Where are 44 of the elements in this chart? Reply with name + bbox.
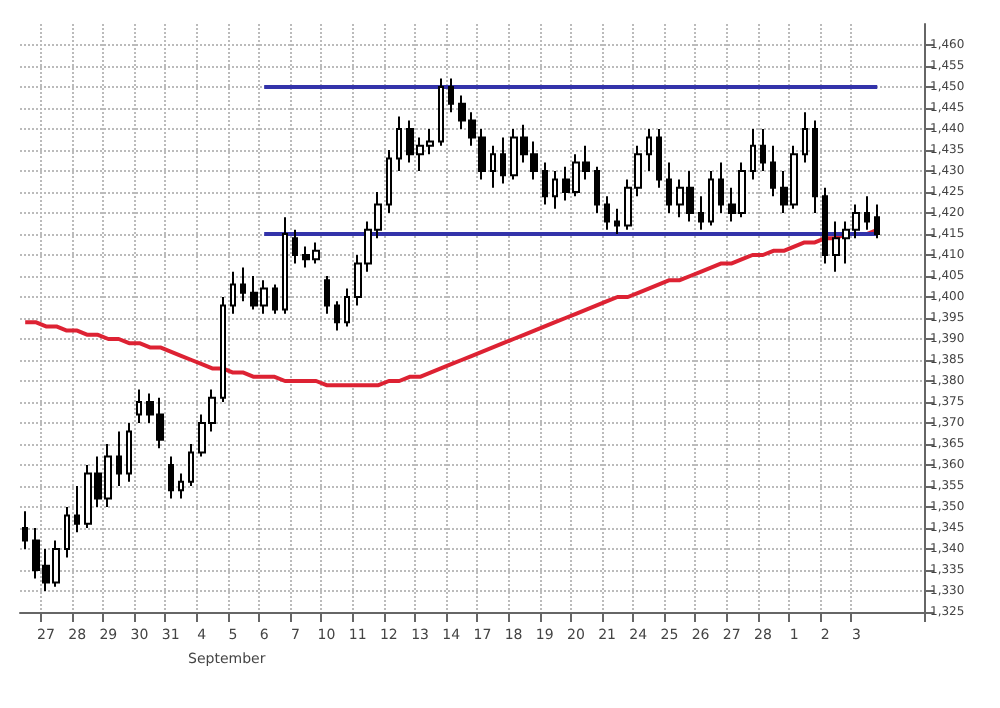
candlestick xyxy=(802,111,808,164)
candlestick xyxy=(490,144,496,189)
candlestick xyxy=(646,128,652,172)
candlestick xyxy=(116,430,122,487)
candlestick xyxy=(438,77,444,147)
candlestick xyxy=(614,207,620,235)
candlestick xyxy=(240,266,246,303)
candlestick xyxy=(324,275,330,315)
line-series xyxy=(23,227,880,388)
candlestick xyxy=(396,115,402,172)
candlestick xyxy=(812,119,818,214)
candlestick xyxy=(594,165,600,214)
candlestick xyxy=(344,287,350,328)
candlestick xyxy=(74,485,80,534)
candlestick xyxy=(230,270,236,315)
candlestick xyxy=(334,300,340,332)
candlestick xyxy=(386,149,392,214)
candlestick xyxy=(666,161,672,214)
candlestick xyxy=(168,455,174,500)
candlestick xyxy=(500,136,506,185)
candlestick xyxy=(136,388,142,424)
candlestick xyxy=(272,283,278,315)
candlestick xyxy=(874,203,880,240)
candlestick xyxy=(542,161,548,206)
candlestick xyxy=(760,128,766,172)
candlestick xyxy=(126,422,132,483)
candlestick xyxy=(552,170,558,210)
candlestick xyxy=(64,506,70,559)
candlestick xyxy=(822,186,828,265)
candlestick xyxy=(864,195,870,231)
candlestick xyxy=(708,170,714,227)
candlestick xyxy=(698,195,704,231)
candlestick xyxy=(604,195,610,231)
candlestick xyxy=(750,128,756,181)
candlestick xyxy=(448,77,454,114)
candlestick xyxy=(656,128,662,189)
candlestick xyxy=(22,510,28,550)
candlestick xyxy=(178,472,184,500)
candlestick xyxy=(220,296,226,403)
candlestick xyxy=(188,443,194,487)
candlestick xyxy=(282,216,288,315)
candlestick xyxy=(292,228,298,265)
candlestick xyxy=(770,144,776,198)
candlestick xyxy=(718,161,724,214)
